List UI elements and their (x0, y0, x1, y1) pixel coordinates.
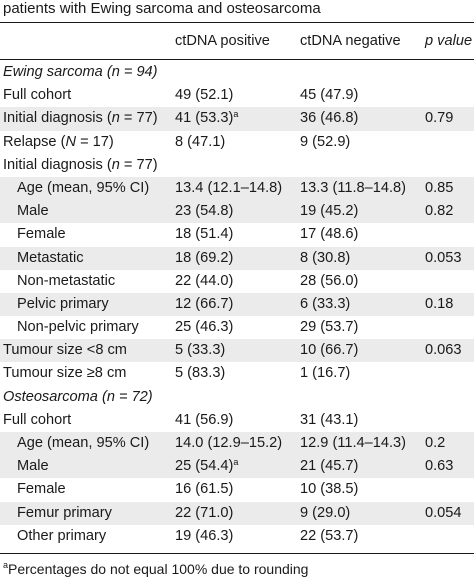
ctdna-positive-cell: 22 (44.0) (175, 272, 234, 289)
row-label: Pelvic primary (17, 295, 109, 312)
ctdna-positive-cell: 22 (71.0) (175, 504, 234, 521)
table-row: Relapse (N = 17) 8 (47.1) 9 (52.9) (0, 131, 474, 154)
ctdna-positive-cell: 8 (47.1) (175, 133, 226, 150)
row-label: Full cohort (3, 411, 72, 428)
table-row: Tumour size <8 cm 5 (33.3) 10 (66.7) 0.0… (0, 339, 474, 363)
ctdna-positive-cell: 25 (46.3) (175, 319, 234, 336)
table-row: Male 25 (54.4)a 21 (45.7) 0.63 (0, 455, 474, 479)
table-caption: patients with Ewing sarcoma and osteosar… (3, 0, 321, 17)
table-row: Age (mean, 95% CI) 13.4 (12.1–14.8) 13.3… (0, 176, 474, 201)
top-rule (0, 22, 474, 24)
row-label: Female (17, 481, 66, 498)
row-label: Initial diagnosis (n = 77) (3, 110, 158, 127)
ctdna-negative-cell: 36 (46.8) (300, 110, 359, 127)
ctdna-positive-cell: 19 (46.3) (175, 527, 234, 544)
ctdna-positive-cell: 5 (33.3) (175, 342, 226, 359)
row-label: Osteosarcoma (n = 72) (3, 388, 153, 405)
table-row: Femur primary 22 (71.0) 9 (29.0) 0.054 (0, 501, 474, 525)
ctdna-positive-cell: 12 (66.7) (175, 295, 234, 312)
row-label: Initial diagnosis (n = 77) (3, 156, 158, 173)
ctdna-positive-cell: 49 (52.1) (175, 87, 234, 104)
ctdna-negative-cell: 10 (38.5) (300, 481, 359, 498)
p-value-cell: 0.063 (425, 342, 462, 359)
p-value-cell: 0.63 (425, 458, 454, 475)
ctdna-negative-cell: 21 (45.7) (300, 458, 359, 475)
table-row: Non-metastatic 22 (44.0) 28 (56.0) (0, 270, 474, 293)
row-label: Metastatic (17, 249, 84, 266)
table-row: Tumour size ≥8 cm 5 (83.3) 1 (16.7) (0, 362, 474, 385)
p-value-cell: 0.2 (425, 435, 446, 451)
table-row: Osteosarcoma (n = 72) (0, 386, 474, 409)
footnote-mark: a (3, 560, 9, 570)
ctdna-negative-cell: 12.9 (11.4–14.3) (300, 435, 407, 451)
ctdna-negative-cell: 17 (48.6) (300, 226, 359, 243)
table-row: Full cohort 49 (52.1) 45 (47.9) (0, 84, 474, 107)
table-row: Metastatic 18 (69.2) 8 (30.8) 0.053 (0, 246, 474, 270)
row-label: Non-metastatic (17, 272, 116, 289)
p-value-cell: 0.18 (425, 295, 454, 312)
p-value-cell: 0.054 (425, 504, 462, 521)
ctdna-negative-cell: 22 (53.7) (300, 527, 359, 544)
ctdna-positive-cell: 16 (61.5) (175, 481, 234, 498)
header-ctdna-negative: ctDNA negative (300, 33, 401, 49)
ctdna-positive-cell: 18 (69.2) (175, 249, 234, 266)
ctdna-positive-cell: 13.4 (12.1–14.8) (175, 179, 283, 196)
table-row: Ewing sarcoma (n = 94) (0, 61, 474, 84)
table-row: Initial diagnosis (n = 77) 41 (53.3)a 36… (0, 107, 474, 131)
row-label: Other primary (17, 527, 107, 544)
ctdna-negative-cell: 31 (43.1) (300, 411, 359, 428)
row-label: Age (mean, 95% CI) (17, 435, 150, 451)
row-label: Age (mean, 95% CI) (17, 179, 150, 196)
table-row: Male 23 (54.8) 19 (45.2) 0.82 (0, 200, 474, 224)
ctdna-negative-cell: 28 (56.0) (300, 272, 359, 289)
header-p-value: p value (425, 33, 473, 49)
ctdna-negative-cell: 13.3 (11.8–14.8) (300, 179, 407, 196)
p-value-cell: 0.79 (425, 110, 454, 127)
row-label: Relapse (N = 17) (3, 133, 114, 150)
ctdna-negative-cell: 1 (16.7) (300, 365, 351, 382)
table-row: Age (mean, 95% CI) 14.0 (12.9–15.2) 12.9… (0, 432, 474, 456)
table-body: Ewing sarcoma (n = 94) Full cohort 49 (5… (0, 61, 474, 548)
ctdna-positive-cell: 41 (53.3)a (175, 109, 239, 127)
ctdna-negative-cell: 29 (53.7) (300, 319, 359, 336)
table-row: Female 16 (61.5) 10 (38.5) (0, 478, 474, 501)
ctdna-positive-cell: 14.0 (12.9–15.2) (175, 435, 283, 451)
ctdna-positive-cell: 23 (54.8) (175, 203, 234, 220)
table-footnote: aPercentages do not equal 100% due to ro… (3, 559, 308, 579)
row-label: Femur primary (17, 504, 112, 521)
row-label: Female (17, 226, 66, 243)
ctdna-negative-cell: 45 (47.9) (300, 87, 359, 104)
bottom-rule (0, 553, 474, 555)
ctdna-positive-cell: 5 (83.3) (175, 365, 226, 382)
p-value-cell: 0.053 (425, 249, 462, 266)
header-ctdna-positive: ctDNA positive (175, 33, 270, 49)
row-label: Tumour size <8 cm (3, 342, 127, 359)
row-label: Ewing sarcoma (n = 94) (3, 64, 158, 80)
footnote-text: Percentages do not equal 100% due to rou… (8, 561, 309, 577)
p-value-cell: 0.85 (425, 179, 454, 196)
row-label: Full cohort (3, 87, 72, 104)
table-row: Female 18 (51.4) 17 (48.6) (0, 223, 474, 246)
table-row: Pelvic primary 12 (66.7) 6 (33.3) 0.18 (0, 292, 474, 317)
ctdna-positive-cell: 41 (56.9) (175, 411, 234, 428)
row-label: Non-pelvic primary (17, 319, 139, 336)
table-row: Other primary 19 (46.3) 22 (53.7) (0, 525, 474, 548)
row-label: Male (17, 458, 49, 475)
table-header: ctDNA positive ctDNA negative p value (0, 23, 474, 59)
ctdna-negative-cell: 6 (33.3) (300, 295, 351, 312)
row-label: Male (17, 203, 49, 220)
table-row: Full cohort 41 (56.9) 31 (43.1) (0, 409, 474, 432)
ctdna-positive-cell: 18 (51.4) (175, 226, 234, 243)
ctdna-negative-cell: 9 (29.0) (300, 504, 351, 521)
ctdna-negative-cell: 19 (45.2) (300, 203, 359, 220)
ctdna-positive-cell: 25 (54.4)a (175, 457, 239, 475)
table-row: Non-pelvic primary 25 (46.3) 29 (53.7) (0, 316, 474, 339)
table-row: Initial diagnosis (n = 77) (0, 154, 474, 177)
ctdna-negative-cell: 8 (30.8) (300, 249, 351, 266)
ctdna-negative-cell: 9 (52.9) (300, 133, 351, 150)
header-rule (0, 59, 474, 60)
ctdna-negative-cell: 10 (66.7) (300, 342, 359, 359)
p-value-cell: 0.82 (425, 203, 454, 220)
row-label: Tumour size ≥8 cm (3, 365, 127, 382)
